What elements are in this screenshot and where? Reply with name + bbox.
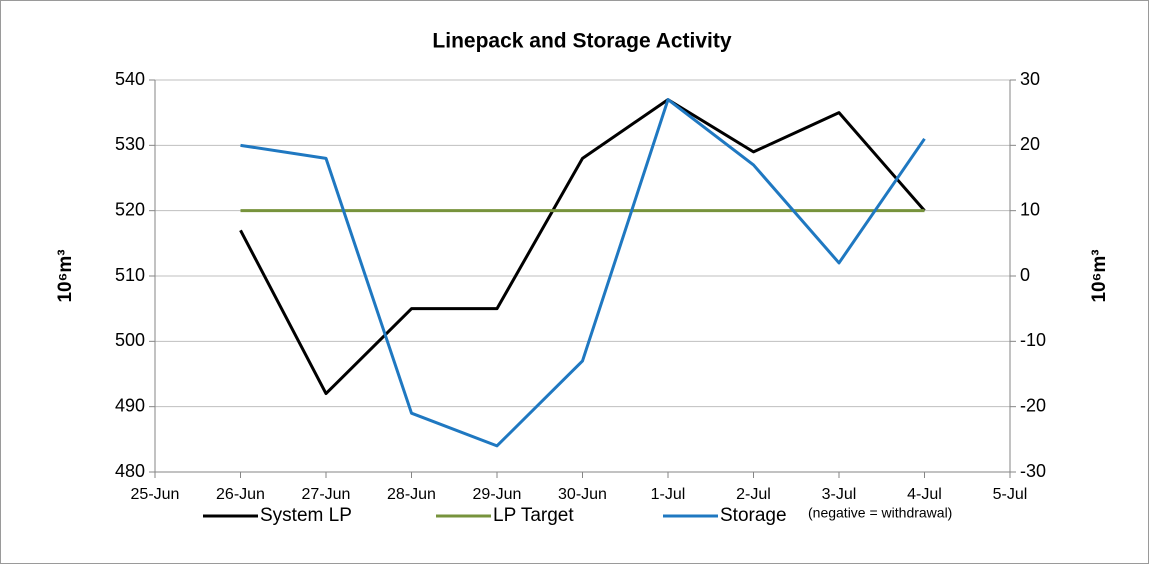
x-tick-label: 5-Jul (993, 486, 1028, 503)
y-tick-label: 510 (115, 265, 145, 285)
x-tick-label: 1-Jul (651, 486, 686, 503)
y2-tick-label: -10 (1020, 330, 1046, 350)
y-tick-label: 500 (115, 330, 145, 350)
y-tick-label: 490 (115, 395, 145, 415)
legend-label: LP Target (493, 505, 574, 526)
legend-label: System LP (260, 505, 352, 526)
y-tick-label: 530 (115, 134, 145, 154)
x-tick-label: 4-Jul (907, 486, 942, 503)
y-tick-label: 540 (115, 69, 145, 89)
y2-tick-label: 30 (1020, 69, 1040, 89)
x-tick-label: 29-Jun (473, 486, 522, 503)
legend-note: (negative = withdrawal) (808, 505, 952, 521)
x-tick-label: 27-Jun (302, 486, 351, 503)
x-tick-label: 28-Jun (387, 486, 436, 503)
x-tick-label: 25-Jun (131, 486, 180, 503)
series-line (240, 98, 926, 448)
y2-tick-label: -30 (1020, 461, 1046, 481)
y-axis-title: 10⁶m³ (55, 249, 76, 302)
x-tick-label: 26-Jun (216, 486, 265, 503)
x-tick-label: 3-Jul (822, 486, 857, 503)
y-tick-label: 480 (115, 461, 145, 481)
y2-tick-label: 10 (1020, 199, 1040, 219)
x-tick-label: 2-Jul (736, 486, 771, 503)
y2-axis-title: 10⁶m³ (1089, 249, 1110, 302)
y2-tick-label: 0 (1020, 265, 1030, 285)
y2-tick-label: -20 (1020, 395, 1046, 415)
x-tick-label: 30-Jun (558, 486, 607, 503)
series-line (239, 98, 926, 396)
chart-title: Linepack and Storage Activity (432, 30, 731, 53)
y2-tick-label: 20 (1020, 134, 1040, 154)
legend-label: Storage (720, 505, 787, 526)
y-tick-label: 520 (115, 199, 145, 219)
